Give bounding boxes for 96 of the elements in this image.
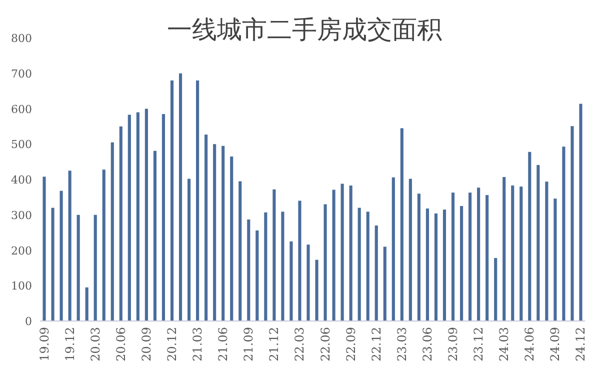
bar xyxy=(281,212,284,321)
x-tick-label: 24.09 xyxy=(548,327,562,362)
bar xyxy=(298,200,302,321)
bar xyxy=(42,176,46,321)
x-tick-label: 20.03 xyxy=(88,327,102,362)
bar xyxy=(204,134,208,321)
bar xyxy=(545,182,548,321)
bar xyxy=(374,225,378,321)
bar xyxy=(502,177,506,321)
y-tick-label: 500 xyxy=(11,138,32,152)
bar xyxy=(366,212,370,321)
x-tick-label: 19.09 xyxy=(37,327,52,362)
bar xyxy=(383,246,386,321)
bar xyxy=(392,177,395,321)
bar xyxy=(486,195,489,321)
bar xyxy=(340,184,344,321)
x-tick-label: 21.12 xyxy=(267,327,282,362)
bar xyxy=(570,126,574,321)
bar xyxy=(170,80,174,321)
bar xyxy=(238,181,242,321)
bar xyxy=(315,260,318,321)
bar xyxy=(51,208,54,321)
bar xyxy=(468,192,472,321)
y-tick-label: 600 xyxy=(11,102,32,116)
bar xyxy=(247,219,250,321)
x-tick-label: 24.03 xyxy=(497,327,512,362)
bar xyxy=(196,80,200,321)
x-tick-label: 22.03 xyxy=(292,327,307,362)
bar xyxy=(528,152,532,321)
bar xyxy=(144,108,148,321)
x-tick-label: 21.09 xyxy=(242,327,256,362)
bar xyxy=(162,114,166,321)
bar xyxy=(494,258,498,321)
x-tick-label: 21.06 xyxy=(216,327,230,362)
bar xyxy=(579,104,582,321)
bar xyxy=(272,189,276,321)
bar xyxy=(153,150,156,321)
bar xyxy=(324,204,327,321)
bar xyxy=(119,126,122,321)
bar xyxy=(554,198,557,321)
bar xyxy=(442,210,446,321)
x-tick-label: 20.09 xyxy=(139,327,154,362)
bar xyxy=(178,73,182,321)
x-tick-label: 22.12 xyxy=(369,327,384,362)
bar xyxy=(94,214,97,321)
bar xyxy=(417,194,420,321)
bar xyxy=(264,212,268,321)
y-tick-label: 300 xyxy=(11,208,32,222)
bar xyxy=(306,244,310,321)
x-tick-label: 22.09 xyxy=(344,327,358,362)
x-tick-label: 23.06 xyxy=(420,327,434,362)
bar xyxy=(426,208,429,321)
bar xyxy=(290,241,293,321)
bar xyxy=(128,114,131,321)
x-tick-label: 23.12 xyxy=(472,327,486,362)
y-tick-label: 700 xyxy=(11,67,32,80)
bar xyxy=(213,144,216,321)
bar xyxy=(520,186,523,321)
bar xyxy=(451,192,455,321)
bar xyxy=(187,178,191,321)
x-tick-label: 23.03 xyxy=(394,327,409,362)
bar xyxy=(60,190,63,321)
bar xyxy=(332,190,336,321)
bar xyxy=(358,208,361,321)
y-tick-label: 200 xyxy=(11,244,32,258)
x-tick-label: 22.06 xyxy=(318,327,332,362)
x-tick-label: 21.03 xyxy=(190,327,205,362)
y-tick-label: 0 xyxy=(25,315,32,328)
bar xyxy=(400,128,404,321)
bar xyxy=(222,146,225,321)
y-tick-label: 800 xyxy=(11,32,32,45)
bar xyxy=(85,287,88,321)
x-tick-label: 20.12 xyxy=(164,327,179,362)
bar xyxy=(460,206,464,321)
bar xyxy=(256,230,259,321)
x-tick-label: 20.06 xyxy=(114,327,128,362)
y-tick-label: 100 xyxy=(11,280,32,293)
x-tick-label: 24.12 xyxy=(574,327,588,362)
bar xyxy=(110,142,114,321)
bar xyxy=(477,188,480,321)
bar xyxy=(536,164,540,321)
bar xyxy=(511,186,514,321)
x-tick-label: 19.12 xyxy=(62,327,77,362)
bar xyxy=(434,213,438,321)
x-tick-label: 23.09 xyxy=(446,327,460,362)
bar xyxy=(68,170,72,321)
y-tick-label: 400 xyxy=(11,174,32,186)
bar xyxy=(76,214,80,321)
bar xyxy=(349,186,352,321)
chart-title: 一线城市二手房成交面积 xyxy=(167,15,442,44)
bar xyxy=(230,156,234,321)
bar xyxy=(408,178,412,321)
x-tick-label: 24.06 xyxy=(522,327,537,362)
bar xyxy=(102,170,106,321)
bar xyxy=(136,112,140,321)
bar xyxy=(562,146,566,321)
